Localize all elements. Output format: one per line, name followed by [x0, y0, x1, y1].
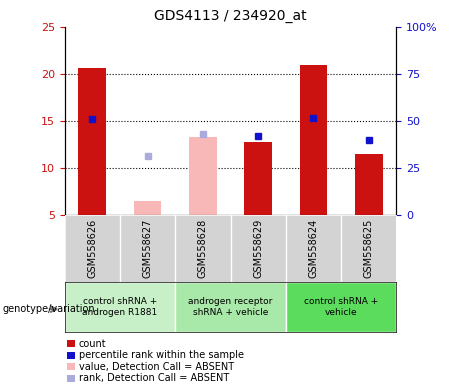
Text: GSM558628: GSM558628 [198, 219, 208, 278]
Text: GSM558629: GSM558629 [253, 219, 263, 278]
Text: control shRNA +
androgen R1881: control shRNA + androgen R1881 [82, 298, 158, 317]
Text: GSM558625: GSM558625 [364, 219, 374, 278]
Bar [189, 137, 217, 215]
Text: value, Detection Call = ABSENT: value, Detection Call = ABSENT [79, 362, 234, 372]
Text: GSM558624: GSM558624 [308, 219, 319, 278]
Text: rank, Detection Call = ABSENT: rank, Detection Call = ABSENT [79, 373, 229, 383]
Bar [286, 282, 396, 332]
Bar [300, 65, 327, 215]
Text: percentile rank within the sample: percentile rank within the sample [79, 350, 244, 360]
Text: androgen receptor
shRNA + vehicle: androgen receptor shRNA + vehicle [188, 298, 273, 317]
Text: genotype/variation: genotype/variation [2, 304, 95, 314]
Bar [355, 154, 383, 215]
Title: GDS4113 / 234920_at: GDS4113 / 234920_at [154, 9, 307, 23]
Text: GSM558626: GSM558626 [87, 219, 97, 278]
Text: count: count [79, 339, 106, 349]
Bar [65, 282, 175, 332]
Text: control shRNA +
vehicle: control shRNA + vehicle [304, 298, 378, 317]
Bar [244, 142, 272, 215]
Bar [175, 282, 286, 332]
Bar [78, 68, 106, 215]
Bar [134, 201, 161, 215]
Text: GSM558627: GSM558627 [142, 219, 153, 278]
